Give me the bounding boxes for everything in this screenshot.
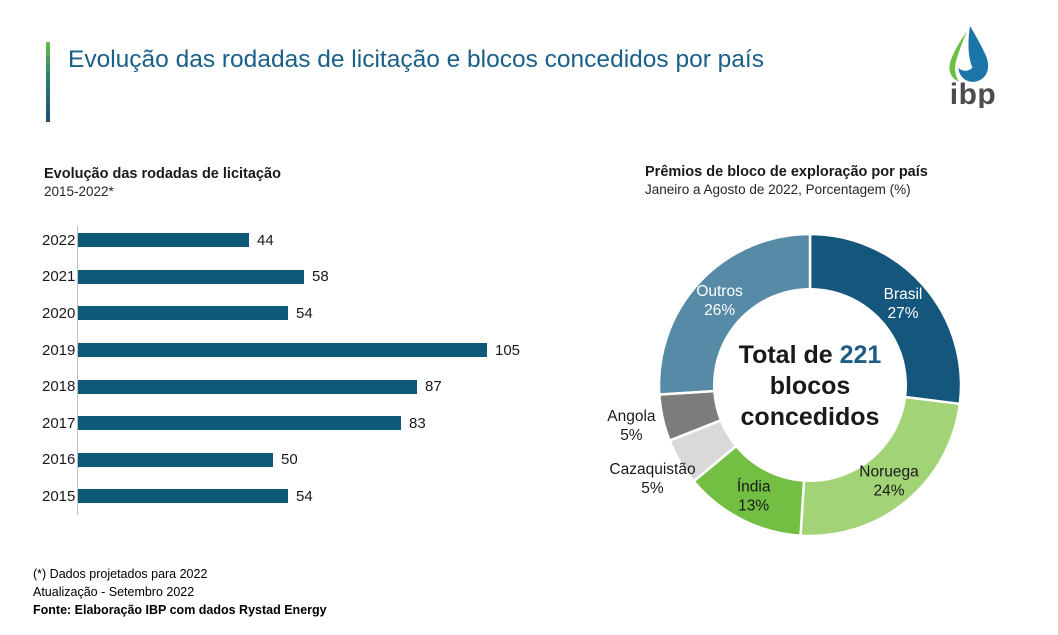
- bar-2022: [78, 233, 249, 248]
- bar-value-label: 54: [296, 304, 313, 322]
- bar-value-label: 54: [296, 487, 313, 505]
- donut-hole: [713, 288, 907, 482]
- bar-2017: [78, 416, 401, 431]
- footnotes: (*) Dados projetados para 2022 Atualizaç…: [33, 566, 327, 619]
- bar-value-label: 44: [257, 231, 274, 249]
- bar-row: 2017 83: [42, 405, 582, 442]
- bar-chart-subtitle: 2015-2022*: [44, 184, 114, 199]
- bar-category-label: 2018: [42, 378, 76, 396]
- bar-row: 2018 87: [42, 368, 582, 405]
- bar-value-label: 50: [281, 451, 298, 469]
- footnote-source: Fonte: Elaboração IBP com dados Rystad E…: [33, 602, 327, 617]
- bar-row: 2019 105: [42, 332, 582, 369]
- donut-label-noruega: Noruega 24%: [859, 464, 919, 500]
- bar-category-label: 2021: [42, 268, 76, 286]
- donut-label-outros: Outros 26%: [696, 283, 743, 319]
- bar-category-label: 2022: [42, 231, 76, 249]
- bar-value-label: 105: [495, 341, 521, 359]
- footnote-update: Atualização - Setembro 2022: [33, 584, 195, 599]
- bar-row: 2021 58: [42, 259, 582, 296]
- footnote-projection: (*) Dados projetados para 2022: [33, 567, 208, 581]
- donut-center-label: Total de 221 blocos concedidos: [739, 341, 882, 431]
- donut-chart-title: Prêmios de bloco de exploração por país: [645, 164, 928, 180]
- ibp-logo: ibp: [949, 26, 997, 108]
- droplet-icon: [949, 26, 989, 82]
- bar-2015: [78, 489, 288, 504]
- bar-row: 2020 54: [42, 295, 582, 332]
- logo-text: ibp: [950, 78, 997, 108]
- title-accent-bar: [46, 42, 50, 122]
- bar-2016: [78, 452, 273, 467]
- bar-2020: [78, 306, 288, 321]
- bar-chart: 2022 44 2021 58 2020 54 2019 105 2018 87 2017 83 201…: [42, 222, 582, 515]
- donut-chart: Brasil 27% Noruega 24% Índia 13% Cazaquistão 5%…: [607, 232, 963, 538]
- bar-category-label: 2019: [42, 341, 76, 359]
- bar-2019: [78, 343, 487, 358]
- donut-label-cazaquistão: Cazaquistão 5%: [609, 461, 695, 497]
- bar-row: 2016 50: [42, 442, 582, 479]
- bar-chart-title: Evolução das rodadas de licitação: [44, 166, 281, 182]
- bar-category-label: 2015: [42, 487, 76, 505]
- bar-value-label: 83: [409, 414, 426, 432]
- bar-2021: [78, 269, 304, 284]
- bar-category-label: 2017: [42, 414, 76, 432]
- donut-label-brasil: Brasil 27%: [884, 286, 923, 322]
- bar-row: 2015 54: [42, 478, 582, 515]
- bar-value-label: 58: [312, 268, 329, 286]
- page-title: Evolução das rodadas de licitação e bloc…: [68, 46, 764, 73]
- donut-label-angola: Angola 5%: [607, 408, 656, 444]
- bar-chart-axis: [77, 226, 78, 515]
- bar-row: 2022 44: [42, 222, 582, 259]
- bar-2018: [78, 379, 417, 394]
- bar-category-label: 2016: [42, 451, 76, 469]
- donut-label-índia: Índia 13%: [737, 479, 771, 515]
- bar-category-label: 2020: [42, 304, 76, 322]
- bar-value-label: 87: [425, 378, 442, 396]
- donut-chart-subtitle: Janeiro a Agosto de 2022, Porcentagem (%…: [645, 182, 911, 197]
